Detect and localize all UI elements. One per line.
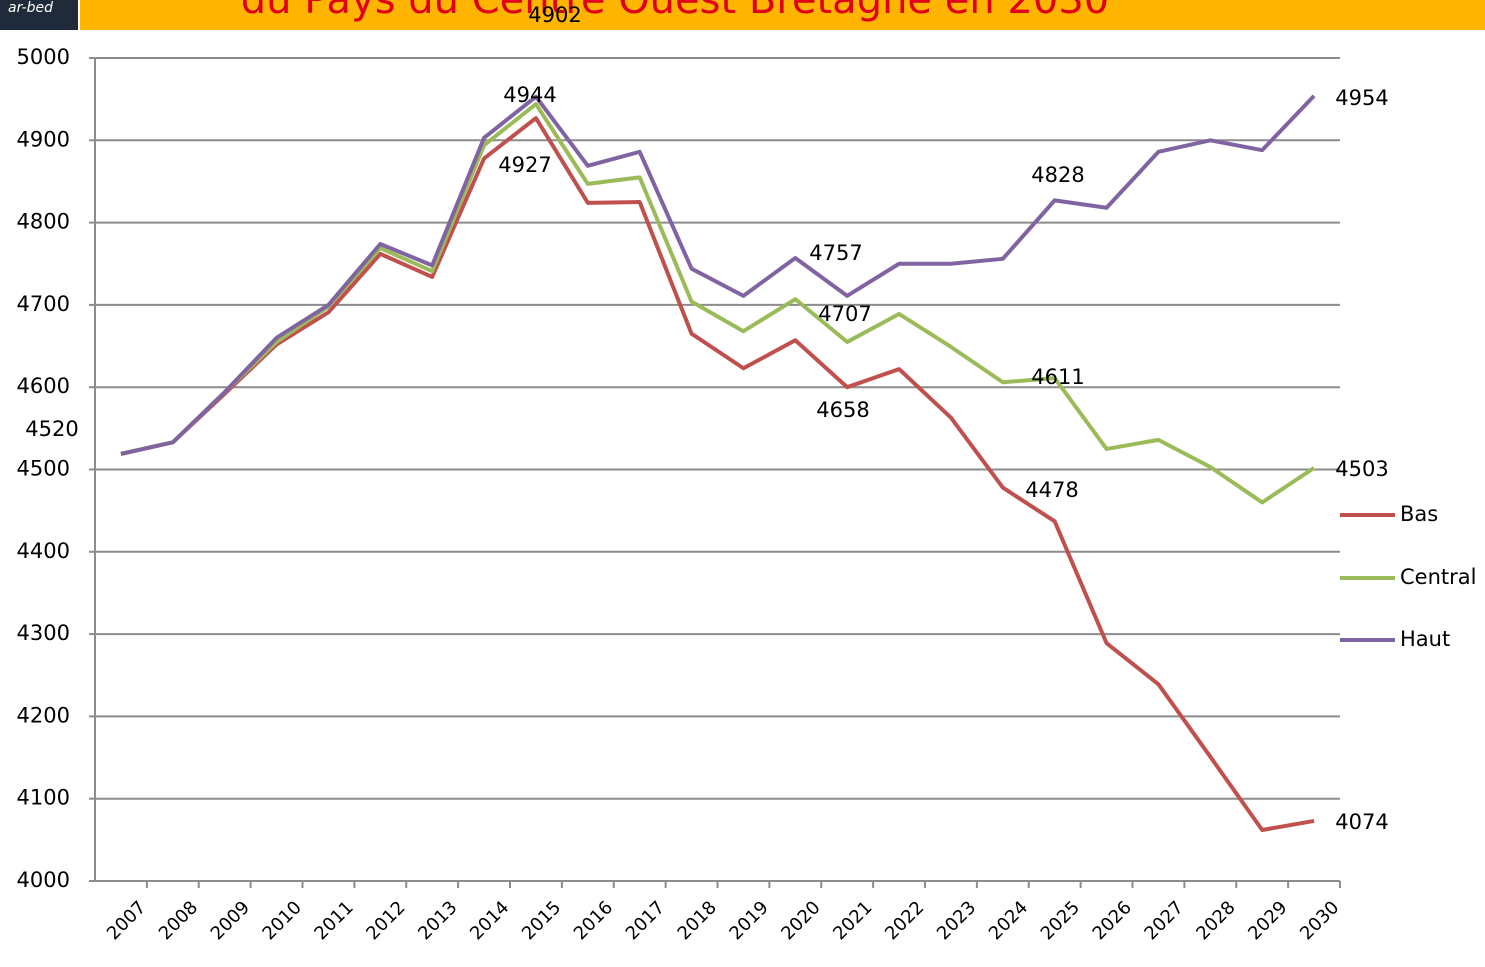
x-tick-label: 2013 [414,897,461,944]
x-tick-label: 2011 [310,897,357,944]
x-tick-label: 2024 [985,897,1032,944]
annotation: 4944 [503,83,556,107]
legend-label: Bas [1400,502,1438,526]
annotation: 4902 [528,3,581,27]
annotation: 4611 [1031,365,1084,389]
y-tick-label: 4600 [17,374,70,398]
x-tick-label: 2015 [518,897,565,944]
legend-label: Central [1400,565,1476,589]
y-tick-label: 4000 [17,868,70,892]
annotation: 4478 [1025,478,1078,502]
x-tick-label: 2017 [622,897,669,944]
series-line [120,102,1316,505]
header-bar [80,0,1485,30]
x-tick-label: 2027 [1140,897,1187,944]
x-tick-label: 2009 [207,897,254,944]
x-tick-label: 2029 [1244,897,1291,944]
y-tick-label: 4800 [17,210,70,234]
annotation: 4757 [809,241,862,265]
x-tick-label: 2025 [1037,897,1084,944]
x-tick-label: 2023 [933,897,980,944]
x-tick-label: 2022 [881,897,928,944]
x-tick-label: 2018 [674,897,721,944]
x-tick-label: 2010 [259,897,306,944]
logo: ar-bed [8,0,53,16]
x-tick-label: 2008 [155,897,202,944]
y-tick-label: 4200 [17,703,70,727]
annotation: 4927 [498,153,551,177]
series-line [120,116,1315,832]
y-tick-label: 4500 [17,457,70,481]
x-tick-label: 2030 [1296,897,1343,944]
y-tick-label: 4900 [17,127,70,151]
logo-box [0,0,78,30]
x-tick-label: 2028 [1192,897,1239,944]
legend-label: Haut [1400,627,1450,651]
x-tick-label: 2021 [829,897,876,944]
annotation: 4503 [1335,457,1388,481]
x-tick-label: 2026 [1089,897,1136,944]
x-tick-label: 2012 [362,897,409,944]
annotation: 4828 [1031,163,1084,187]
y-tick-label: 4700 [17,292,70,316]
annotation: 4954 [1335,86,1388,110]
x-tick-label: 2014 [466,897,513,944]
y-tick-label: 4100 [17,786,70,810]
annotation: 4658 [816,398,869,422]
annotation: 4707 [818,302,871,326]
annotation: 4074 [1335,810,1388,834]
x-tick-label: 2019 [725,897,772,944]
x-tick-label: 2007 [103,897,150,944]
chart-title: du Pays du Centre Ouest Bretagne en 2030 [241,0,1109,23]
y-tick-label: 4300 [17,621,70,645]
series-line [120,94,1316,456]
y-tick-label: 4400 [17,539,70,563]
y-tick-label: 5000 [17,45,70,69]
annotation: 4520 [25,417,78,441]
x-tick-label: 2016 [570,897,617,944]
x-tick-label: 2020 [777,897,824,944]
